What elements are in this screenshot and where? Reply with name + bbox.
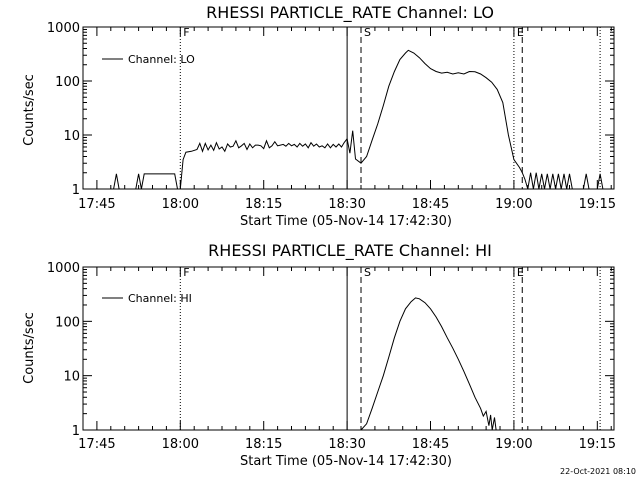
- chart-title-hi: RHESSI PARTICLE_RATE Channel: HI: [208, 241, 492, 261]
- x-tick-label-lo: 19:15: [579, 197, 616, 212]
- y-tick-label-hi: 10: [63, 370, 80, 385]
- x-tick-label-hi: 19:00: [495, 437, 532, 452]
- y-tick-label-lo: 100: [55, 75, 80, 90]
- y-tick-label-lo: 1: [72, 183, 80, 198]
- x-tick-label-lo: 18:15: [245, 197, 282, 212]
- x-axis-label-lo: Start Time (05-Nov-14 17:42:30): [240, 214, 452, 229]
- x-tick-label-hi: 18:30: [328, 437, 365, 452]
- series-line-lo: [582, 173, 590, 190]
- plot-frame-lo: [82, 26, 615, 190]
- y-tick-label-hi: 1: [72, 424, 80, 439]
- y-axis-label-lo: Counts/sec: [22, 74, 37, 146]
- series-line-lo: [596, 173, 604, 190]
- panel-lo: RHESSI PARTICLE_RATE Channel: LO Counts/…: [22, 3, 616, 229]
- x-axis-label-hi: Start Time (05-Nov-14 17:42:30): [240, 454, 452, 469]
- y-axis-label-hi: Counts/sec: [22, 312, 37, 384]
- x-tick-label-lo: 19:00: [495, 197, 532, 212]
- marker-label-hi: S: [364, 266, 371, 279]
- marker-label-hi: E: [517, 266, 524, 279]
- footer-timestamp: 22-Oct-2021 08:10: [560, 467, 636, 476]
- marker-label-lo: S: [364, 26, 371, 39]
- y-tick-label-lo: 10: [63, 129, 80, 144]
- chart-title-lo: RHESSI PARTICLE_RATE Channel: LO: [206, 3, 494, 23]
- x-tick-label-hi: 18:00: [162, 437, 199, 452]
- x-tick-label-hi: 17:45: [78, 437, 115, 452]
- panel-hi: RHESSI PARTICLE_RATE Channel: HI Counts/…: [22, 241, 616, 469]
- y-tick-label-hi: 100: [55, 315, 80, 330]
- series-line-lo: [113, 173, 120, 190]
- legend-label-hi: Channel: HI: [128, 292, 192, 305]
- x-tick-label-lo: 18:45: [412, 197, 449, 212]
- x-tick-label-hi: 18:15: [245, 437, 282, 452]
- y-tick-label-hi: 1000: [47, 261, 80, 276]
- x-tick-label-lo: 18:30: [328, 197, 365, 212]
- y-tick-label-lo: 1000: [47, 21, 80, 36]
- series-line-hi: [360, 297, 497, 431]
- x-tick-label-hi: 18:45: [412, 437, 449, 452]
- series-line-lo: [135, 49, 573, 190]
- marker-label-lo: F: [183, 26, 189, 39]
- marker-label-hi: F: [183, 266, 189, 279]
- x-tick-label-lo: 17:45: [78, 197, 115, 212]
- legend-label-lo: Channel: LO: [128, 53, 195, 66]
- x-tick-label-hi: 19:15: [579, 437, 616, 452]
- x-tick-label-lo: 18:00: [162, 197, 199, 212]
- marker-label-lo: E: [517, 26, 524, 39]
- plot-frame-hi: [82, 266, 615, 431]
